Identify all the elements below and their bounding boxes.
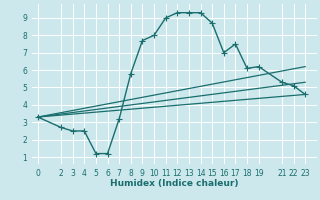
X-axis label: Humidex (Indice chaleur): Humidex (Indice chaleur): [110, 179, 239, 188]
